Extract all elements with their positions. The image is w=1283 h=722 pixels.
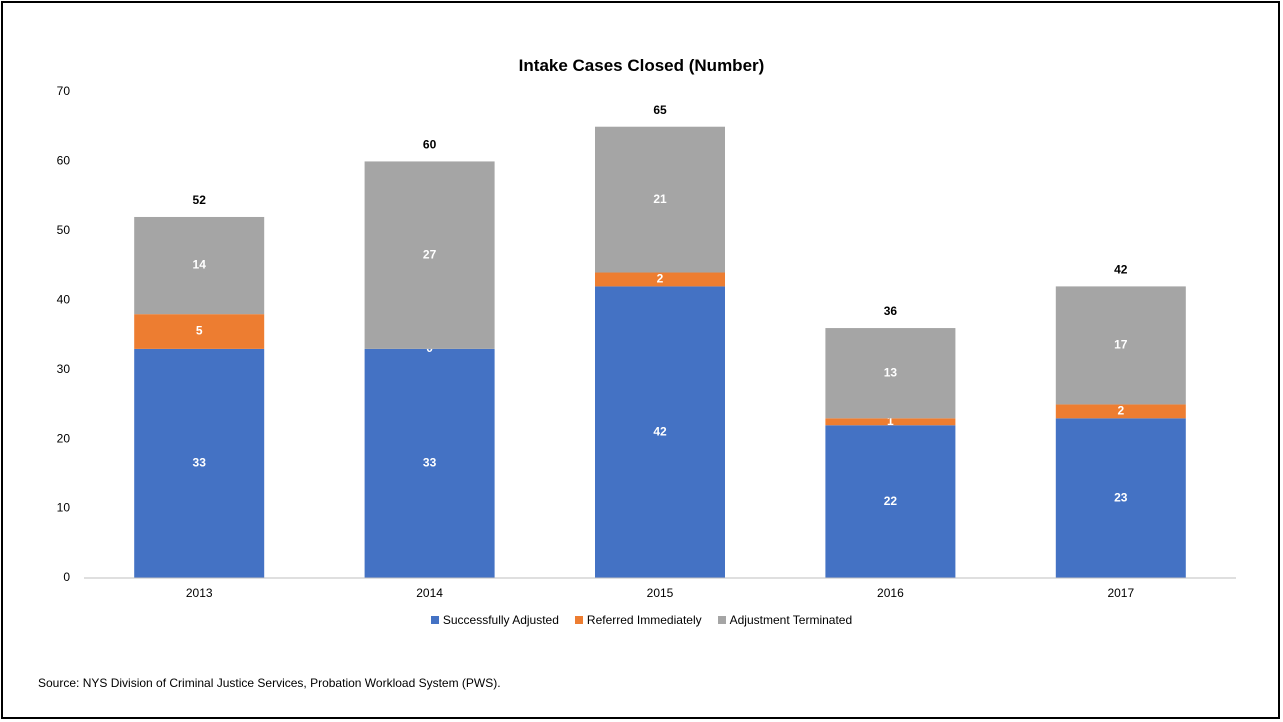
data-label: 33 bbox=[423, 456, 437, 470]
data-label: 42 bbox=[653, 424, 667, 438]
legend-label-referred-immediately: Referred Immediately bbox=[586, 613, 702, 627]
x-tick-label: 2015 bbox=[647, 586, 674, 600]
bar-segment bbox=[134, 348, 265, 578]
bar-segment bbox=[595, 272, 725, 287]
bar-segment bbox=[364, 161, 495, 349]
bar-segment bbox=[595, 126, 725, 273]
y-tick-label: 40 bbox=[57, 292, 71, 306]
legend-swatch-referred-immediately bbox=[574, 616, 583, 624]
legend-label-adjustment-terminated: Adjustment Terminated bbox=[729, 613, 853, 627]
data-label: 23 bbox=[1114, 490, 1128, 504]
x-tick-label: 2013 bbox=[186, 586, 213, 600]
x-tick-label: 2016 bbox=[877, 586, 904, 600]
data-label: 27 bbox=[423, 247, 437, 261]
bar-segment bbox=[825, 425, 956, 578]
data-label: 2 bbox=[1117, 404, 1124, 418]
total-label: 42 bbox=[1114, 263, 1128, 277]
data-label: 13 bbox=[884, 365, 898, 379]
bar-segment bbox=[1055, 404, 1186, 419]
y-tick-label: 60 bbox=[57, 154, 71, 168]
bar-segment bbox=[364, 348, 495, 578]
y-tick-label: 30 bbox=[57, 362, 71, 376]
data-label: 33 bbox=[193, 456, 207, 470]
bar-segment bbox=[134, 216, 265, 315]
bar-segment bbox=[595, 286, 725, 578]
total-label: 52 bbox=[193, 193, 207, 207]
source-note: Source: NYS Division of Criminal Justice… bbox=[38, 676, 501, 690]
legend-item-referred-immediately: Referred Immediately bbox=[574, 613, 702, 627]
y-tick-label: 10 bbox=[57, 501, 71, 515]
bar-segment bbox=[1055, 286, 1186, 405]
total-label: 60 bbox=[423, 138, 437, 152]
chart-legend: Successfully Adjusted Referred Immediate… bbox=[0, 613, 1283, 627]
data-label: 2 bbox=[657, 272, 664, 286]
bar-segment bbox=[825, 328, 956, 419]
data-label: 22 bbox=[884, 494, 898, 508]
legend-label-successfully-adjusted: Successfully Adjusted bbox=[442, 613, 559, 627]
data-label: 21 bbox=[653, 192, 667, 206]
y-tick-label: 0 bbox=[63, 570, 70, 584]
data-label: 17 bbox=[1114, 338, 1128, 352]
total-label: 65 bbox=[653, 103, 667, 117]
chart-title: Intake Cases Closed (Number) bbox=[518, 56, 765, 75]
x-tick-label: 2014 bbox=[416, 586, 443, 600]
data-label: 14 bbox=[193, 258, 207, 272]
legend-item-adjustment-terminated: Adjustment Terminated bbox=[717, 613, 853, 627]
data-label: 1 bbox=[887, 414, 894, 428]
legend-swatch-successfully-adjusted bbox=[430, 616, 439, 624]
x-tick-label: 2017 bbox=[1107, 586, 1134, 600]
y-tick-label: 50 bbox=[57, 223, 71, 237]
y-tick-label: 20 bbox=[57, 431, 71, 445]
total-label: 36 bbox=[884, 304, 898, 318]
data-label: 5 bbox=[196, 324, 203, 338]
bar-segment bbox=[825, 418, 956, 426]
bar-segment bbox=[134, 314, 265, 349]
y-tick-label: 70 bbox=[57, 84, 71, 98]
legend-swatch-adjustment-terminated bbox=[717, 616, 726, 624]
legend-item-successfully-adjusted: Successfully Adjusted bbox=[430, 613, 559, 627]
bar-segment bbox=[1055, 418, 1186, 578]
